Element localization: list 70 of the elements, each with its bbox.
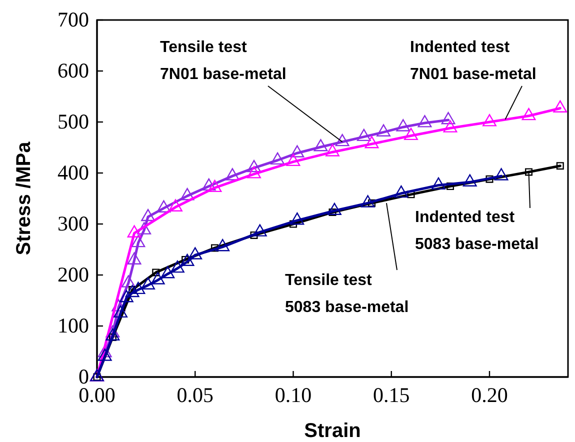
point <box>356 128 371 142</box>
point <box>432 177 446 190</box>
annotation: Tensile test 5083 base-metal <box>285 272 409 316</box>
x-axis-title: Strain <box>304 420 361 442</box>
point <box>441 112 456 124</box>
y-tick-label: 600 <box>58 58 89 83</box>
point <box>247 160 261 172</box>
point <box>208 180 222 192</box>
point <box>131 282 146 294</box>
point <box>188 247 202 260</box>
x-tick-label: 0.05 <box>176 382 214 407</box>
point <box>168 199 182 212</box>
point <box>252 224 267 236</box>
point <box>553 100 568 112</box>
point <box>394 185 408 198</box>
point <box>127 252 142 264</box>
point <box>127 225 142 238</box>
point <box>180 254 194 266</box>
point <box>404 128 418 140</box>
point <box>121 275 136 288</box>
point <box>141 208 155 222</box>
point <box>443 120 458 132</box>
point <box>180 188 194 200</box>
annotation: Tensile test 7N01 base-metal <box>160 39 286 83</box>
point <box>462 174 477 186</box>
point <box>125 284 140 298</box>
y-tick-label: 200 <box>58 262 89 287</box>
annotation: Indented test 7N01 base-metal <box>410 39 536 83</box>
point <box>141 277 155 290</box>
point <box>482 114 496 126</box>
point <box>328 202 342 216</box>
point <box>98 345 112 358</box>
point <box>202 178 216 191</box>
x-tick-label: 0.15 <box>373 382 410 407</box>
y-tick-label: 700 <box>58 8 89 32</box>
point <box>396 119 410 132</box>
point <box>286 154 300 166</box>
point <box>156 200 171 212</box>
point <box>247 166 261 178</box>
point <box>98 348 112 361</box>
point <box>114 305 128 318</box>
point <box>270 152 285 165</box>
x-tick-label: 0.10 <box>274 382 312 407</box>
point <box>131 234 146 248</box>
point <box>106 328 120 340</box>
annotation: Indented test 5083 base-metal <box>415 209 539 253</box>
point <box>314 139 328 152</box>
point <box>216 239 230 252</box>
point <box>160 266 175 278</box>
y-tick-label: 400 <box>58 160 89 185</box>
point <box>150 272 165 284</box>
point <box>290 145 304 158</box>
y-tick-label: 300 <box>58 212 89 236</box>
point <box>522 108 536 120</box>
point <box>360 195 375 208</box>
point <box>326 144 340 156</box>
point <box>376 124 390 136</box>
point <box>137 222 152 234</box>
point <box>335 134 350 146</box>
point <box>225 168 240 180</box>
y-tick-label: 500 <box>58 110 89 134</box>
point <box>170 260 184 273</box>
x-tick-label: 0.20 <box>471 382 508 407</box>
y-tick-label: 100 <box>58 314 89 338</box>
point <box>119 290 134 302</box>
point <box>418 115 432 128</box>
point <box>290 212 304 225</box>
point <box>364 136 379 148</box>
point <box>494 168 508 180</box>
y-axis-title: Stress /MPa <box>13 140 35 256</box>
